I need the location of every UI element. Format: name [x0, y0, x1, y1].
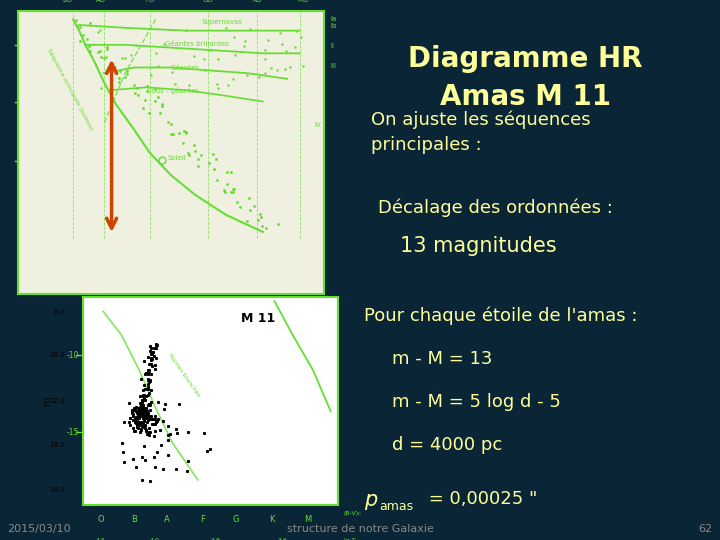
Text: 16.0: 16.0 [49, 487, 65, 494]
Text: Décalage des ordonnées :: Décalage des ordonnées : [378, 199, 613, 217]
Text: O: O [97, 515, 104, 524]
Text: Amas M 11: Amas M 11 [440, 83, 611, 111]
Text: 14.0: 14.0 [49, 442, 65, 448]
Text: II: II [330, 43, 334, 49]
Text: FO: FO [145, 0, 154, 3]
Text: amas: amas [379, 500, 413, 513]
Text: IV: IV [315, 122, 322, 128]
Text: = 0,00025 ": = 0,00025 " [423, 490, 537, 509]
Text: III: III [330, 63, 336, 69]
Text: structure de notre Galaxie: structure de notre Galaxie [287, 523, 433, 534]
Text: Géantes brillantes: Géantes brillantes [165, 41, 229, 47]
Text: 4.5: 4.5 [96, 538, 106, 540]
Text: Supernovas: Supernovas [202, 18, 243, 24]
Text: MO: MO [297, 0, 308, 3]
Text: (B-V)₀: (B-V)₀ [343, 511, 361, 516]
Text: Soleil: Soleil [168, 154, 186, 160]
Text: m - M = 5 log d - 5: m - M = 5 log d - 5 [392, 393, 562, 411]
Text: Géantes: Géantes [171, 65, 200, 71]
Text: 13 magnitudes: 13 magnitudes [400, 235, 557, 256]
Bar [83, 297, 338, 505]
Text: Séquence principale (naines): Séquence principale (naines) [45, 48, 94, 131]
Text: m - M = 13: m - M = 13 [392, 350, 492, 368]
Text: F: F [200, 515, 205, 524]
Text: Pour chaque étoile de l'amas :: Pour chaque étoile de l'amas : [364, 307, 637, 325]
Text: K: K [269, 515, 275, 524]
Text: Sous - géantes: Sous - géantes [147, 87, 198, 94]
Text: d = 4000 pc: d = 4000 pc [392, 436, 503, 455]
Text: B: B [131, 515, 137, 524]
Text: 8.0: 8.0 [54, 308, 65, 315]
Text: Ia: Ia [330, 16, 336, 22]
Text: On ajuste les séquences
principales :: On ajuste les séquences principales : [371, 111, 590, 154]
Text: Naines blanches: Naines blanches [167, 353, 201, 398]
Text: -15: -15 [67, 428, 79, 437]
Text: AO: AO [96, 0, 106, 3]
Text: 62: 62 [698, 523, 713, 534]
Bar [18, 11, 324, 294]
Text: 3.6: 3.6 [277, 538, 287, 540]
Text: 3.8: 3.8 [211, 538, 220, 540]
Text: A: A [164, 515, 170, 524]
Text: 12.0: 12.0 [49, 398, 65, 404]
Text: 10.0: 10.0 [49, 352, 65, 358]
Text: p: p [364, 489, 377, 510]
Text: G: G [233, 515, 240, 524]
Text: 4.0: 4.0 [150, 538, 159, 540]
Text: -10: -10 [67, 350, 79, 360]
Text: M: M [304, 515, 311, 524]
Text: Ib: Ib [330, 23, 336, 29]
Text: 2015/03/10: 2015/03/10 [7, 523, 71, 534]
Text: GO: GO [202, 0, 213, 3]
Text: Diagramme HR: Diagramme HR [408, 45, 643, 73]
Text: m: m [42, 396, 52, 406]
Text: M 11: M 11 [241, 312, 276, 325]
Text: BO: BO [62, 0, 72, 3]
Text: lg Tₑ: lg Tₑ [343, 538, 358, 540]
Text: KO: KO [252, 0, 261, 3]
